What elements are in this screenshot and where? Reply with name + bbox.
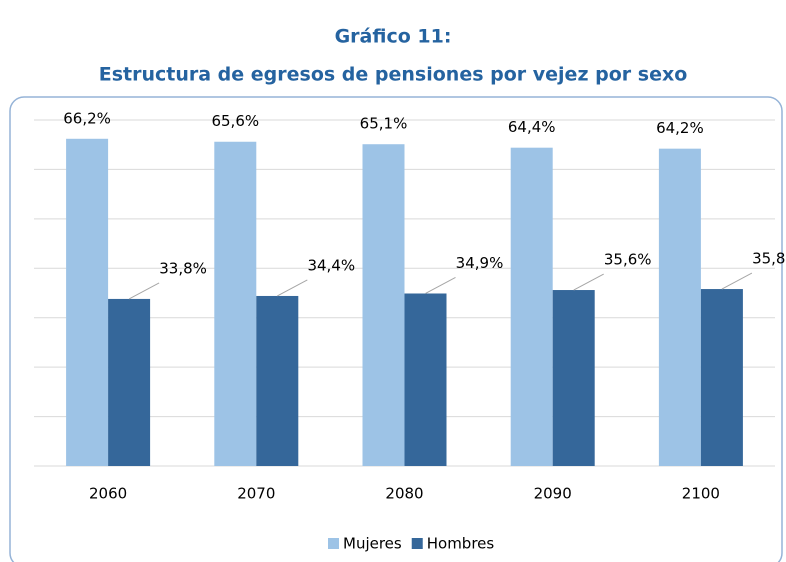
bar	[66, 138, 109, 467]
data-label: 34,4%	[307, 256, 355, 274]
chart-subtitle: Estructura de egresos de pensiones por v…	[99, 64, 688, 86]
bar	[214, 141, 257, 466]
data-label: 35,8%	[752, 250, 786, 268]
bar	[256, 295, 299, 466]
legend-swatch	[328, 538, 339, 549]
leader-line	[573, 273, 604, 291]
x-tick-label: 2060	[89, 485, 127, 503]
data-label: 33,8%	[159, 259, 207, 277]
legend-label: Hombres	[427, 535, 495, 553]
bar	[404, 293, 447, 466]
legend-label: Mujeres	[343, 535, 402, 553]
data-label: 34,9%	[456, 254, 504, 272]
leader-line	[277, 279, 308, 297]
data-label: 65,6%	[211, 112, 259, 130]
leader-line	[425, 277, 456, 294]
leader-line	[721, 272, 753, 290]
x-tick-label: 2090	[534, 485, 572, 503]
leader-line	[128, 282, 160, 300]
legend-swatch	[411, 538, 423, 549]
x-tick-label: 2100	[682, 485, 720, 503]
x-tick-label: 2070	[237, 485, 275, 503]
data-label: 64,2%	[656, 119, 704, 137]
bar	[362, 144, 405, 466]
bar	[552, 290, 595, 466]
data-label: 66,2%	[63, 109, 111, 127]
chart-title: Gráfico 11:	[335, 26, 452, 48]
bar	[510, 147, 553, 466]
data-label: 35,6%	[604, 251, 652, 269]
x-tick-label: 2080	[385, 485, 423, 503]
bar	[658, 148, 701, 466]
data-label: 65,1%	[360, 115, 408, 133]
data-label: 64,4%	[508, 118, 556, 136]
bar	[700, 289, 743, 466]
bar	[108, 298, 151, 466]
chart-frame	[9, 96, 783, 562]
